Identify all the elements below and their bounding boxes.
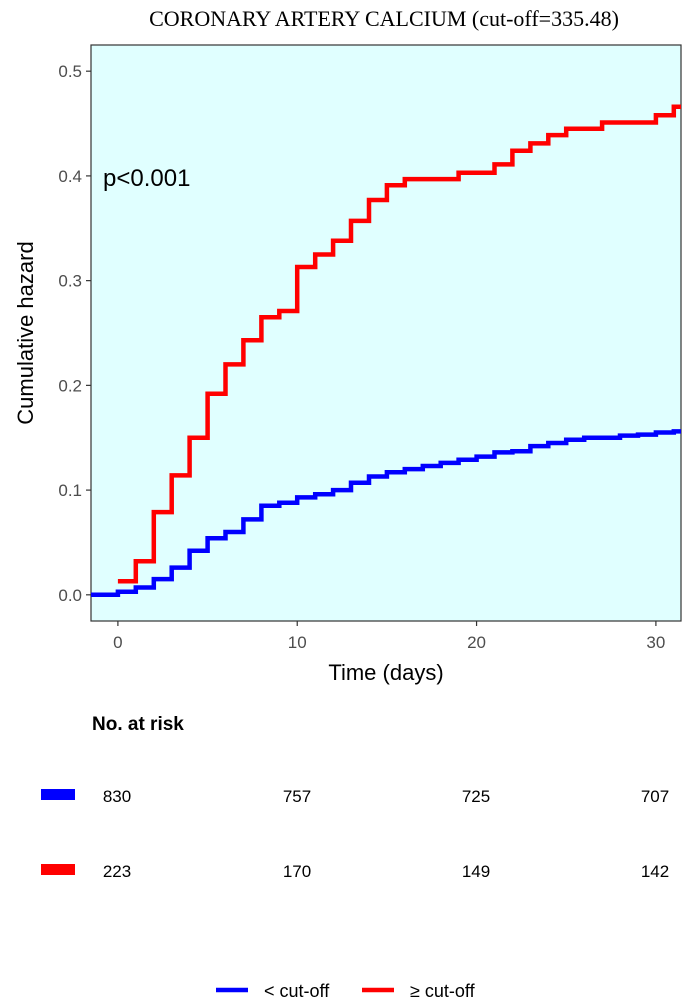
y-axis: 0.0 0.1 0.2 0.3 0.4 0.5: [58, 62, 91, 605]
risk-row-swatch: [41, 864, 75, 875]
y-tick-label: 0.1: [58, 481, 82, 500]
risk-table: 830 757 725 707 223 170 149 142: [41, 787, 669, 881]
risk-count: 757: [283, 787, 311, 806]
series-group: [91, 104, 681, 598]
x-tick-label: 0: [113, 633, 122, 652]
series-line-below-cutoff: [91, 429, 681, 598]
legend: < cut-off ≥ cut-off: [216, 981, 476, 1001]
x-axis-label: Time (days): [328, 660, 443, 685]
risk-count: 725: [462, 787, 490, 806]
y-tick-label: 0.5: [58, 62, 82, 81]
risk-count: 142: [641, 862, 669, 881]
x-tick-label: 10: [288, 633, 307, 652]
risk-count: 149: [462, 862, 490, 881]
y-axis-label: Cumulative hazard: [13, 241, 38, 424]
risk-count: 223: [103, 862, 131, 881]
risk-count: 170: [283, 862, 311, 881]
risk-count: 830: [103, 787, 131, 806]
legend-label: < cut-off: [264, 981, 330, 1001]
x-tick-label: 20: [467, 633, 486, 652]
p-value-annotation: p<0.001: [103, 165, 190, 192]
legend-label: ≥ cut-off: [410, 981, 476, 1001]
risk-row-swatch: [41, 789, 75, 800]
chart-title: CORONARY ARTERY CALCIUM (cut-off=335.48): [149, 6, 619, 31]
y-tick-label: 0.0: [58, 586, 82, 605]
y-tick-label: 0.3: [58, 272, 82, 291]
series-line-above-cutoff: [117, 104, 681, 584]
plot-panel: [90, 44, 682, 622]
y-tick-label: 0.2: [58, 376, 82, 395]
y-tick-label: 0.4: [58, 167, 82, 186]
x-axis: 0 10 20 30: [113, 621, 665, 652]
risk-table-title: No. at risk: [92, 714, 184, 735]
risk-count: 707: [641, 787, 669, 806]
x-tick-label: 30: [646, 633, 665, 652]
